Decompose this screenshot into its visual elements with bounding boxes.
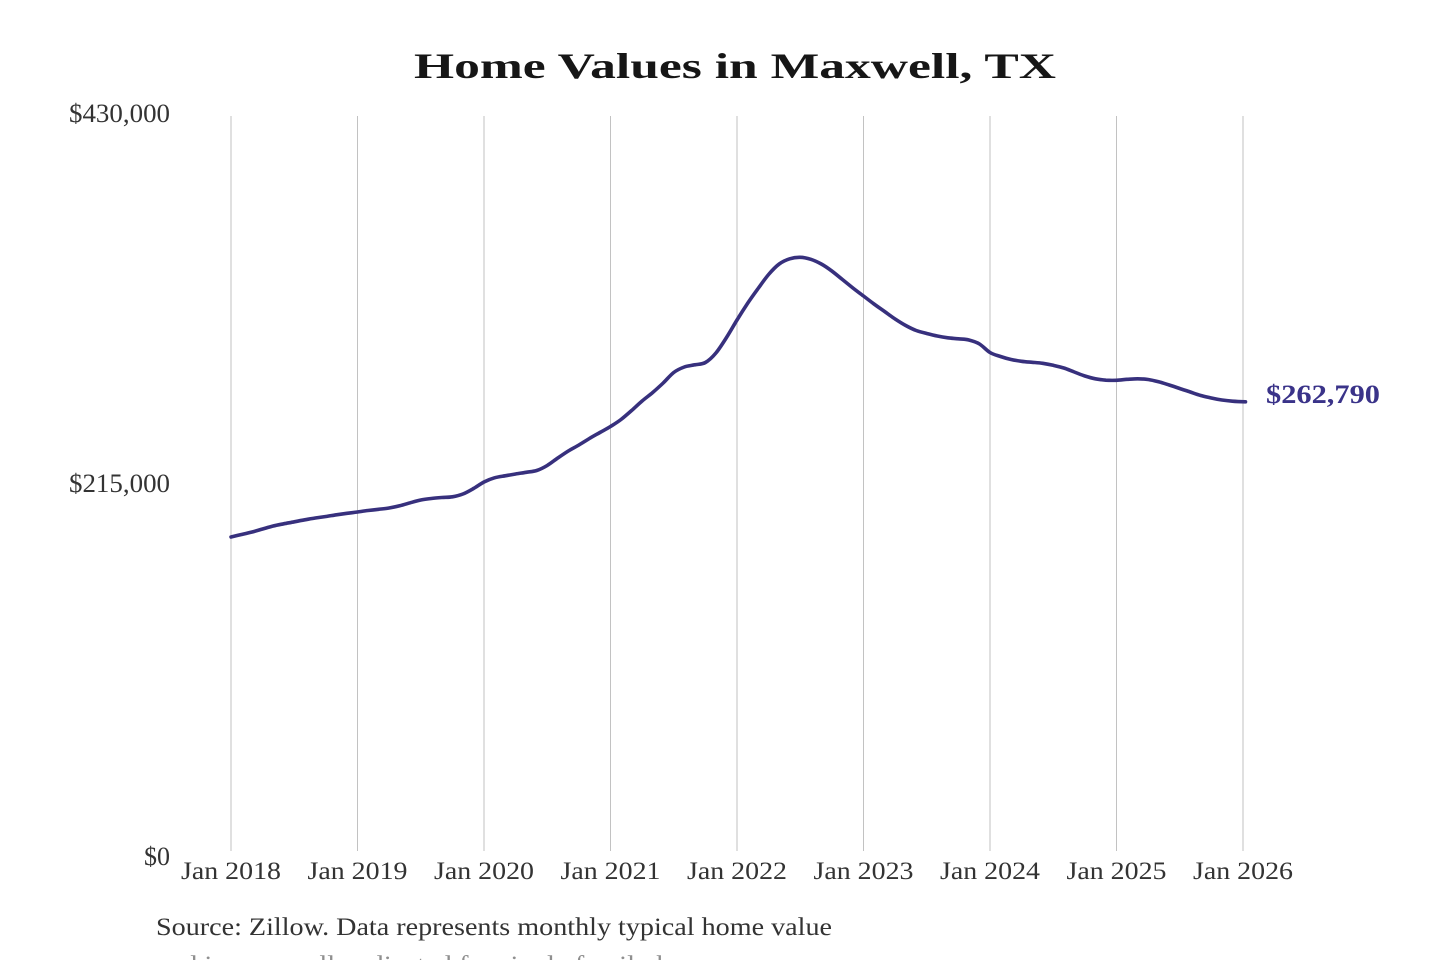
svg-text:Jan 2023: Jan 2023: [814, 858, 914, 885]
svg-text:Home Values in Maxwell, TX: Home Values in Maxwell, TX: [414, 46, 1056, 86]
svg-text:$430,000: $430,000: [69, 99, 170, 128]
svg-text:Jan 2018: Jan 2018: [181, 858, 281, 885]
svg-text:$215,000: $215,000: [69, 469, 170, 498]
svg-text:Jan 2024: Jan 2024: [940, 858, 1041, 885]
svg-text:Source: Zillow. Data represent: Source: Zillow. Data represents monthly …: [156, 914, 832, 941]
svg-text:Jan 2026: Jan 2026: [1193, 858, 1293, 885]
svg-text:$262,790: $262,790: [1266, 380, 1380, 409]
svg-text:$0: $0: [144, 842, 170, 871]
svg-text:Jan 2022: Jan 2022: [687, 858, 787, 885]
svg-text:Jan 2025: Jan 2025: [1067, 858, 1167, 885]
svg-text:Jan 2021: Jan 2021: [561, 858, 661, 885]
svg-text:Jan 2019: Jan 2019: [308, 858, 408, 885]
svg-text:Jan 2020: Jan 2020: [434, 858, 534, 885]
svg-text:and is seasonally adjusted for: and is seasonally adjusted for single fa…: [156, 952, 731, 960]
